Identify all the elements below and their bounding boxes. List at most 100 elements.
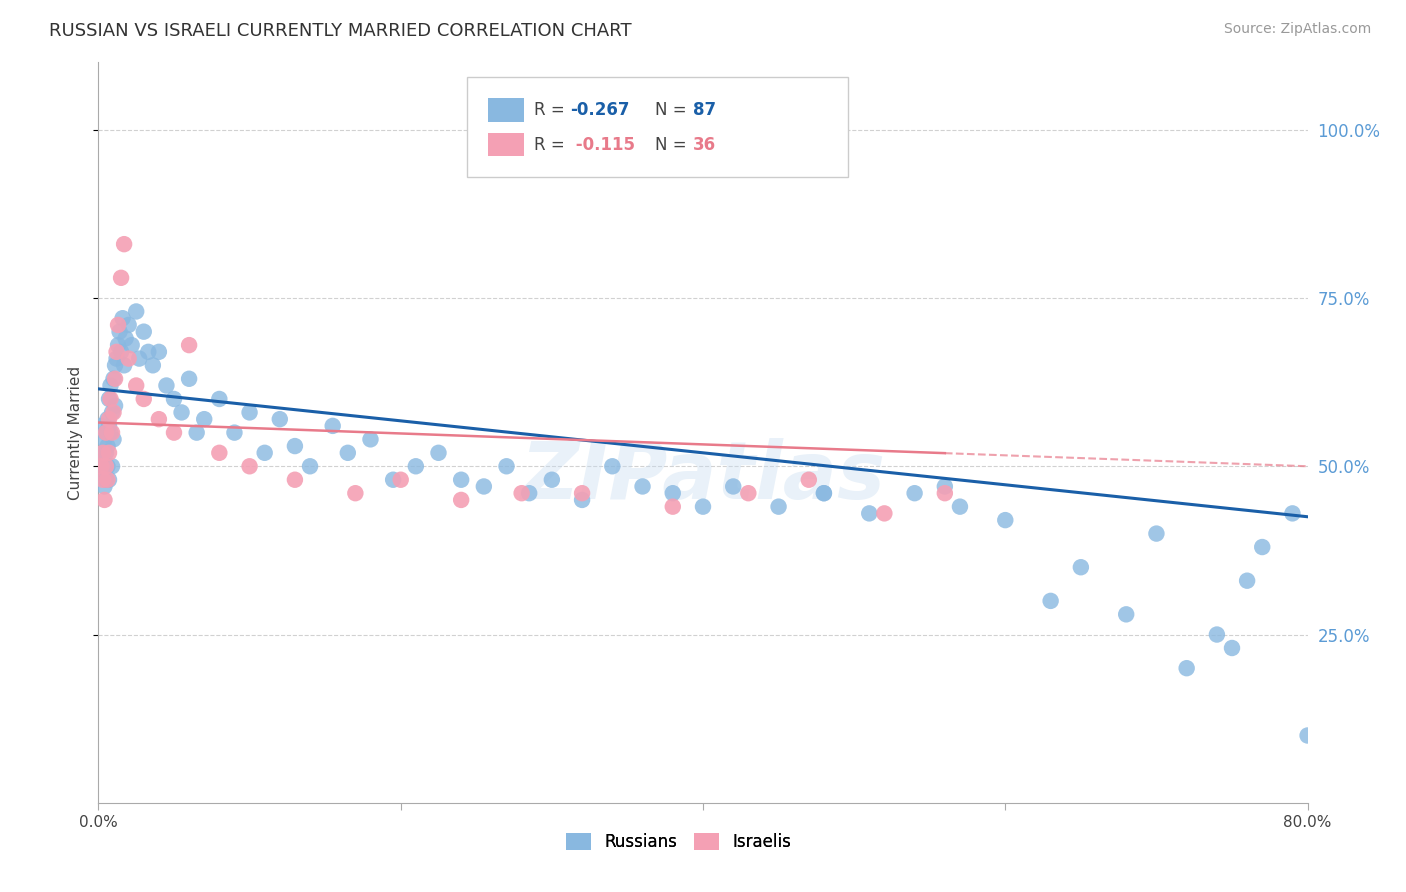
Point — [540, 473, 562, 487]
Point — [224, 425, 246, 440]
Point — [1236, 574, 1258, 588]
Point — [179, 372, 201, 386]
Point — [1296, 729, 1319, 743]
Point — [112, 237, 135, 252]
Point — [94, 459, 117, 474]
Point — [91, 466, 114, 480]
Point — [1039, 594, 1062, 608]
Point — [170, 405, 193, 419]
Text: -0.115: -0.115 — [569, 136, 636, 153]
Point — [163, 392, 186, 406]
Point — [101, 405, 124, 419]
Point — [813, 486, 835, 500]
Point — [322, 418, 344, 433]
Point — [949, 500, 972, 514]
Point — [155, 378, 177, 392]
Point — [360, 433, 382, 447]
Point — [692, 500, 714, 514]
Point — [91, 446, 114, 460]
Point — [94, 425, 117, 440]
Point — [208, 392, 231, 406]
Point — [93, 459, 115, 474]
Point — [631, 479, 654, 493]
Point — [103, 372, 125, 386]
Point — [96, 412, 118, 426]
Point — [284, 439, 307, 453]
Point — [450, 492, 472, 507]
Point — [1220, 640, 1243, 655]
Point — [128, 351, 150, 366]
Point — [1206, 627, 1229, 641]
Point — [105, 344, 128, 359]
Point — [723, 479, 745, 493]
Point — [107, 338, 129, 352]
Point — [110, 270, 132, 285]
FancyBboxPatch shape — [488, 133, 524, 156]
Point — [90, 459, 112, 474]
Point — [132, 392, 155, 406]
Point — [96, 439, 118, 453]
Point — [114, 331, 136, 345]
Point — [93, 479, 115, 493]
Point — [100, 378, 122, 392]
Point — [98, 412, 121, 426]
Point — [96, 473, 118, 487]
Point — [427, 446, 450, 460]
Point — [98, 392, 121, 406]
Point — [125, 304, 148, 318]
Point — [517, 486, 540, 500]
Point — [602, 459, 624, 474]
Point — [737, 486, 759, 500]
Point — [91, 473, 114, 487]
Text: 36: 36 — [693, 136, 717, 153]
Point — [163, 425, 186, 440]
Text: 87: 87 — [693, 101, 717, 119]
Text: Source: ZipAtlas.com: Source: ZipAtlas.com — [1223, 22, 1371, 37]
Point — [661, 500, 683, 514]
Point — [125, 378, 148, 392]
Point — [934, 486, 956, 500]
Point — [1251, 540, 1274, 554]
Point — [118, 351, 141, 366]
Point — [96, 459, 118, 474]
Point — [571, 492, 593, 507]
FancyBboxPatch shape — [488, 98, 524, 121]
Point — [768, 500, 790, 514]
Point — [193, 412, 215, 426]
Point — [571, 486, 593, 500]
Point — [269, 412, 291, 426]
Point — [208, 446, 231, 460]
Point — [104, 372, 127, 386]
Text: N =: N = — [655, 101, 692, 119]
Point — [179, 338, 201, 352]
Point — [98, 418, 121, 433]
Point — [873, 507, 896, 521]
Text: R =: R = — [534, 101, 569, 119]
Point — [142, 359, 165, 373]
Point — [661, 486, 683, 500]
Point — [239, 405, 262, 419]
Point — [858, 507, 880, 521]
FancyBboxPatch shape — [467, 78, 848, 178]
Text: -0.267: -0.267 — [569, 101, 630, 119]
Point — [239, 459, 262, 474]
Y-axis label: Currently Married: Currently Married — [67, 366, 83, 500]
Point — [91, 446, 114, 460]
Point — [299, 459, 322, 474]
Point — [253, 446, 276, 460]
Point — [405, 459, 427, 474]
Point — [94, 425, 117, 440]
Text: RUSSIAN VS ISRAELI CURRENTLY MARRIED CORRELATION CHART: RUSSIAN VS ISRAELI CURRENTLY MARRIED COR… — [49, 22, 631, 40]
Point — [98, 473, 121, 487]
Point — [111, 311, 134, 326]
Point — [186, 425, 208, 440]
Point — [797, 473, 820, 487]
Point — [1175, 661, 1198, 675]
Point — [104, 399, 127, 413]
Point — [148, 412, 170, 426]
Point — [472, 479, 495, 493]
Point — [108, 325, 131, 339]
Point — [136, 344, 159, 359]
Point — [389, 473, 412, 487]
Point — [1144, 526, 1167, 541]
